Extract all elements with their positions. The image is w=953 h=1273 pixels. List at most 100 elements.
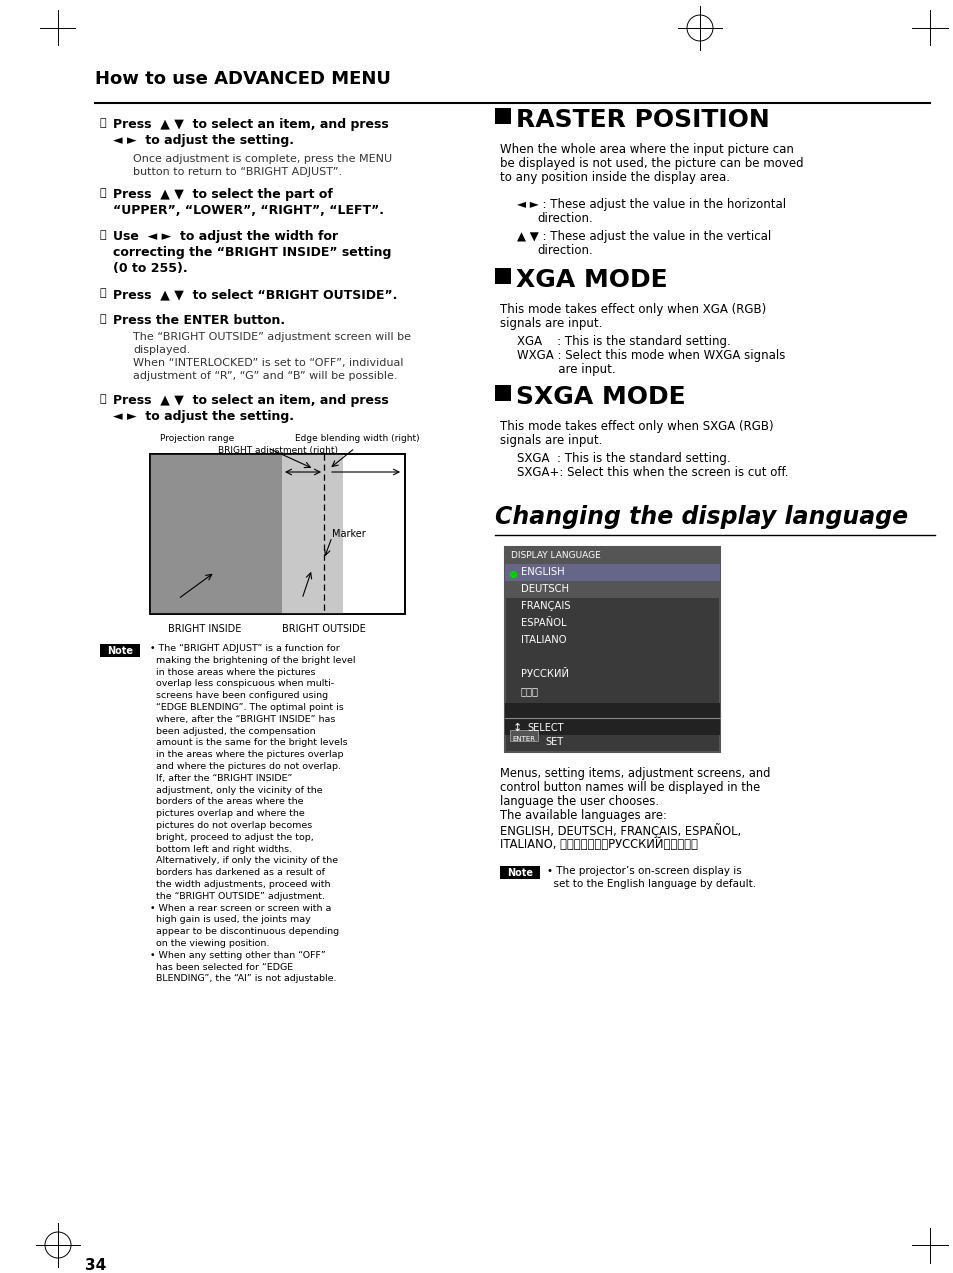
Text: 한국어: 한국어: [520, 686, 538, 696]
Bar: [100, 644, 140, 657]
Text: 34: 34: [85, 1258, 106, 1273]
Text: adjustment, only the vicinity of the: adjustment, only the vicinity of the: [150, 785, 322, 794]
Text: BRIGHT OUTSIDE: BRIGHT OUTSIDE: [282, 624, 365, 634]
Text: appear to be discontinuous depending: appear to be discontinuous depending: [150, 927, 338, 936]
Text: signals are input.: signals are input.: [499, 317, 601, 330]
Text: The “BRIGHT OUTSIDE” adjustment screen will be: The “BRIGHT OUTSIDE” adjustment screen w…: [132, 332, 411, 342]
Text: in the areas where the pictures overlap: in the areas where the pictures overlap: [150, 750, 343, 759]
Text: ITALIANO: ITALIANO: [520, 635, 566, 645]
Bar: [495, 108, 511, 123]
Text: amount is the same for the bright levels: amount is the same for the bright levels: [150, 738, 347, 747]
Text: be displayed is not used, the picture can be moved: be displayed is not used, the picture ca…: [499, 157, 802, 171]
Text: ESPAÑOL: ESPAÑOL: [520, 617, 566, 628]
Text: РУССКИЙ: РУССКИЙ: [520, 670, 568, 679]
Text: signals are input.: signals are input.: [499, 434, 601, 447]
Text: to any position inside the display area.: to any position inside the display area.: [499, 171, 729, 185]
Text: has been selected for “EDGE: has been selected for “EDGE: [150, 962, 293, 971]
Text: How to use ADVANCED MENU: How to use ADVANCED MENU: [95, 70, 391, 88]
Text: “EDGE BLENDING”. The optimal point is: “EDGE BLENDING”. The optimal point is: [150, 703, 343, 712]
Text: When the whole area where the input picture can: When the whole area where the input pict…: [499, 143, 793, 157]
Text: bottom left and right widths.: bottom left and right widths.: [150, 844, 292, 854]
Text: • When any setting other than “OFF”: • When any setting other than “OFF”: [150, 951, 325, 960]
Text: set to the English language by default.: set to the English language by default.: [546, 878, 756, 889]
Text: pictures do not overlap becomes: pictures do not overlap becomes: [150, 821, 312, 830]
Bar: [504, 547, 720, 564]
Text: (0 to 255).: (0 to 255).: [112, 262, 188, 275]
Bar: [150, 454, 405, 614]
Text: bright, proceed to adjust the top,: bright, proceed to adjust the top,: [150, 833, 314, 841]
Bar: [495, 269, 511, 284]
Text: ⓠ: ⓠ: [100, 314, 107, 325]
Text: where, after the “BRIGHT INSIDE” has: where, after the “BRIGHT INSIDE” has: [150, 715, 335, 724]
Text: language the user chooses.: language the user chooses.: [499, 796, 659, 808]
Text: The available languages are:: The available languages are:: [499, 810, 666, 822]
Text: This mode takes effect only when SXGA (RGB): This mode takes effect only when SXGA (R…: [499, 420, 773, 433]
Text: in those areas where the pictures: in those areas where the pictures: [150, 667, 315, 677]
Text: DISPLAY LANGUAGE: DISPLAY LANGUAGE: [511, 551, 600, 560]
Text: ◄ ► : These adjust the value in the horizontal: ◄ ► : These adjust the value in the hori…: [517, 199, 785, 211]
Text: button to return to “BRIGHT ADJUST”.: button to return to “BRIGHT ADJUST”.: [132, 167, 342, 177]
Text: ENTER: ENTER: [512, 736, 535, 742]
Text: SXGA MODE: SXGA MODE: [516, 384, 685, 409]
Text: borders has darkened as a result of: borders has darkened as a result of: [150, 868, 325, 877]
Text: displayed.: displayed.: [132, 345, 190, 355]
Text: ENGLISH: ENGLISH: [520, 566, 564, 577]
Text: • The “BRIGHT ADJUST” is a function for: • The “BRIGHT ADJUST” is a function for: [150, 644, 339, 653]
Text: on the viewing position.: on the viewing position.: [150, 939, 269, 948]
Text: are input.: are input.: [517, 363, 615, 376]
Text: BLENDING”, the “AI” is not adjustable.: BLENDING”, the “AI” is not adjustable.: [150, 974, 336, 984]
Text: ◄ ►  to adjust the setting.: ◄ ► to adjust the setting.: [112, 134, 294, 146]
Text: adjustment of “R”, “G” and “B” will be possible.: adjustment of “R”, “G” and “B” will be p…: [132, 370, 397, 381]
Text: SXGA+: Select this when the screen is cut off.: SXGA+: Select this when the screen is cu…: [517, 466, 788, 479]
Text: XGA MODE: XGA MODE: [516, 269, 667, 292]
Text: control button names will be displayed in the: control button names will be displayed i…: [499, 782, 760, 794]
Text: Projection range: Projection range: [160, 434, 234, 443]
Text: ⓟ: ⓟ: [100, 288, 107, 298]
Text: Use  ◄ ►  to adjust the width for: Use ◄ ► to adjust the width for: [112, 230, 337, 243]
Text: When “INTERLOCKED” is set to “OFF”, individual: When “INTERLOCKED” is set to “OFF”, indi…: [132, 358, 403, 368]
Text: • When a rear screen or screen with a: • When a rear screen or screen with a: [150, 904, 331, 913]
Text: “UPPER”, “LOWER”, “RIGHT”, “LEFT”.: “UPPER”, “LOWER”, “RIGHT”, “LEFT”.: [112, 204, 384, 216]
Bar: [499, 866, 539, 878]
Text: ITALIANO, 日本語，中文，РУССКИЙ，한국어．: ITALIANO, 日本語，中文，РУССКИЙ，한국어．: [499, 838, 698, 850]
Text: pictures overlap and where the: pictures overlap and where the: [150, 810, 304, 819]
Text: direction.: direction.: [537, 213, 592, 225]
Text: Menus, setting items, adjustment screens, and: Menus, setting items, adjustment screens…: [499, 768, 770, 780]
Text: Marker: Marker: [332, 530, 365, 538]
Text: Once adjustment is complete, press the MENU: Once adjustment is complete, press the M…: [132, 154, 392, 164]
Text: Press  ▲ ▼  to select an item, and press: Press ▲ ▼ to select an item, and press: [112, 118, 388, 131]
Text: ENGLISH, DEUTSCH, FRANÇAIS, ESPAÑOL,: ENGLISH, DEUTSCH, FRANÇAIS, ESPAÑOL,: [499, 824, 740, 838]
Text: If, after the “BRIGHT INSIDE”: If, after the “BRIGHT INSIDE”: [150, 774, 292, 783]
Text: Alternatively, if only the vicinity of the: Alternatively, if only the vicinity of t…: [150, 857, 337, 866]
Text: WXGA : Select this mode when WXGA signals: WXGA : Select this mode when WXGA signal…: [517, 349, 784, 362]
Text: overlap less conspicuous when multi-: overlap less conspicuous when multi-: [150, 680, 334, 689]
Text: ◄ ►  to adjust the setting.: ◄ ► to adjust the setting.: [112, 410, 294, 423]
Text: the “BRIGHT OUTSIDE” adjustment.: the “BRIGHT OUTSIDE” adjustment.: [150, 892, 325, 901]
Text: and where the pictures do not overlap.: and where the pictures do not overlap.: [150, 763, 340, 771]
Text: ⓝ: ⓝ: [100, 188, 107, 199]
Text: making the brightening of the bright level: making the brightening of the bright lev…: [150, 656, 355, 665]
Text: high gain is used, the joints may: high gain is used, the joints may: [150, 915, 311, 924]
Text: Note: Note: [107, 645, 132, 656]
Text: • The projector’s on-screen display is: • The projector’s on-screen display is: [546, 866, 741, 876]
Text: been adjusted, the compensation: been adjusted, the compensation: [150, 727, 315, 736]
Text: Press  ▲ ▼  to select an item, and press: Press ▲ ▼ to select an item, and press: [112, 395, 388, 407]
Text: Press  ▲ ▼  to select the part of: Press ▲ ▼ to select the part of: [112, 188, 333, 201]
Text: ▲ ▼ : These adjust the value in the vertical: ▲ ▼ : These adjust the value in the vert…: [517, 230, 770, 243]
Text: BRIGHT adjustment (right): BRIGHT adjustment (right): [218, 446, 337, 454]
Text: ⓜ: ⓜ: [100, 118, 107, 129]
Bar: [504, 564, 720, 580]
Text: Press the ENTER button.: Press the ENTER button.: [112, 314, 285, 327]
Text: RASTER POSITION: RASTER POSITION: [516, 108, 769, 132]
Text: XGA    : This is the standard setting.: XGA : This is the standard setting.: [517, 335, 730, 348]
Text: ↕: ↕: [513, 723, 522, 733]
Text: Edge blending width (right): Edge blending width (right): [294, 434, 419, 443]
Text: Press  ▲ ▼  to select “BRIGHT OUTSIDE”.: Press ▲ ▼ to select “BRIGHT OUTSIDE”.: [112, 288, 397, 300]
Bar: [282, 454, 343, 614]
Text: DEUTSCH: DEUTSCH: [520, 584, 568, 594]
Text: ⓞ: ⓞ: [100, 230, 107, 241]
Text: SET: SET: [544, 737, 562, 747]
Text: ⓡ: ⓡ: [100, 395, 107, 404]
Bar: [150, 454, 303, 614]
Text: FRANÇAIS: FRANÇAIS: [520, 601, 570, 611]
